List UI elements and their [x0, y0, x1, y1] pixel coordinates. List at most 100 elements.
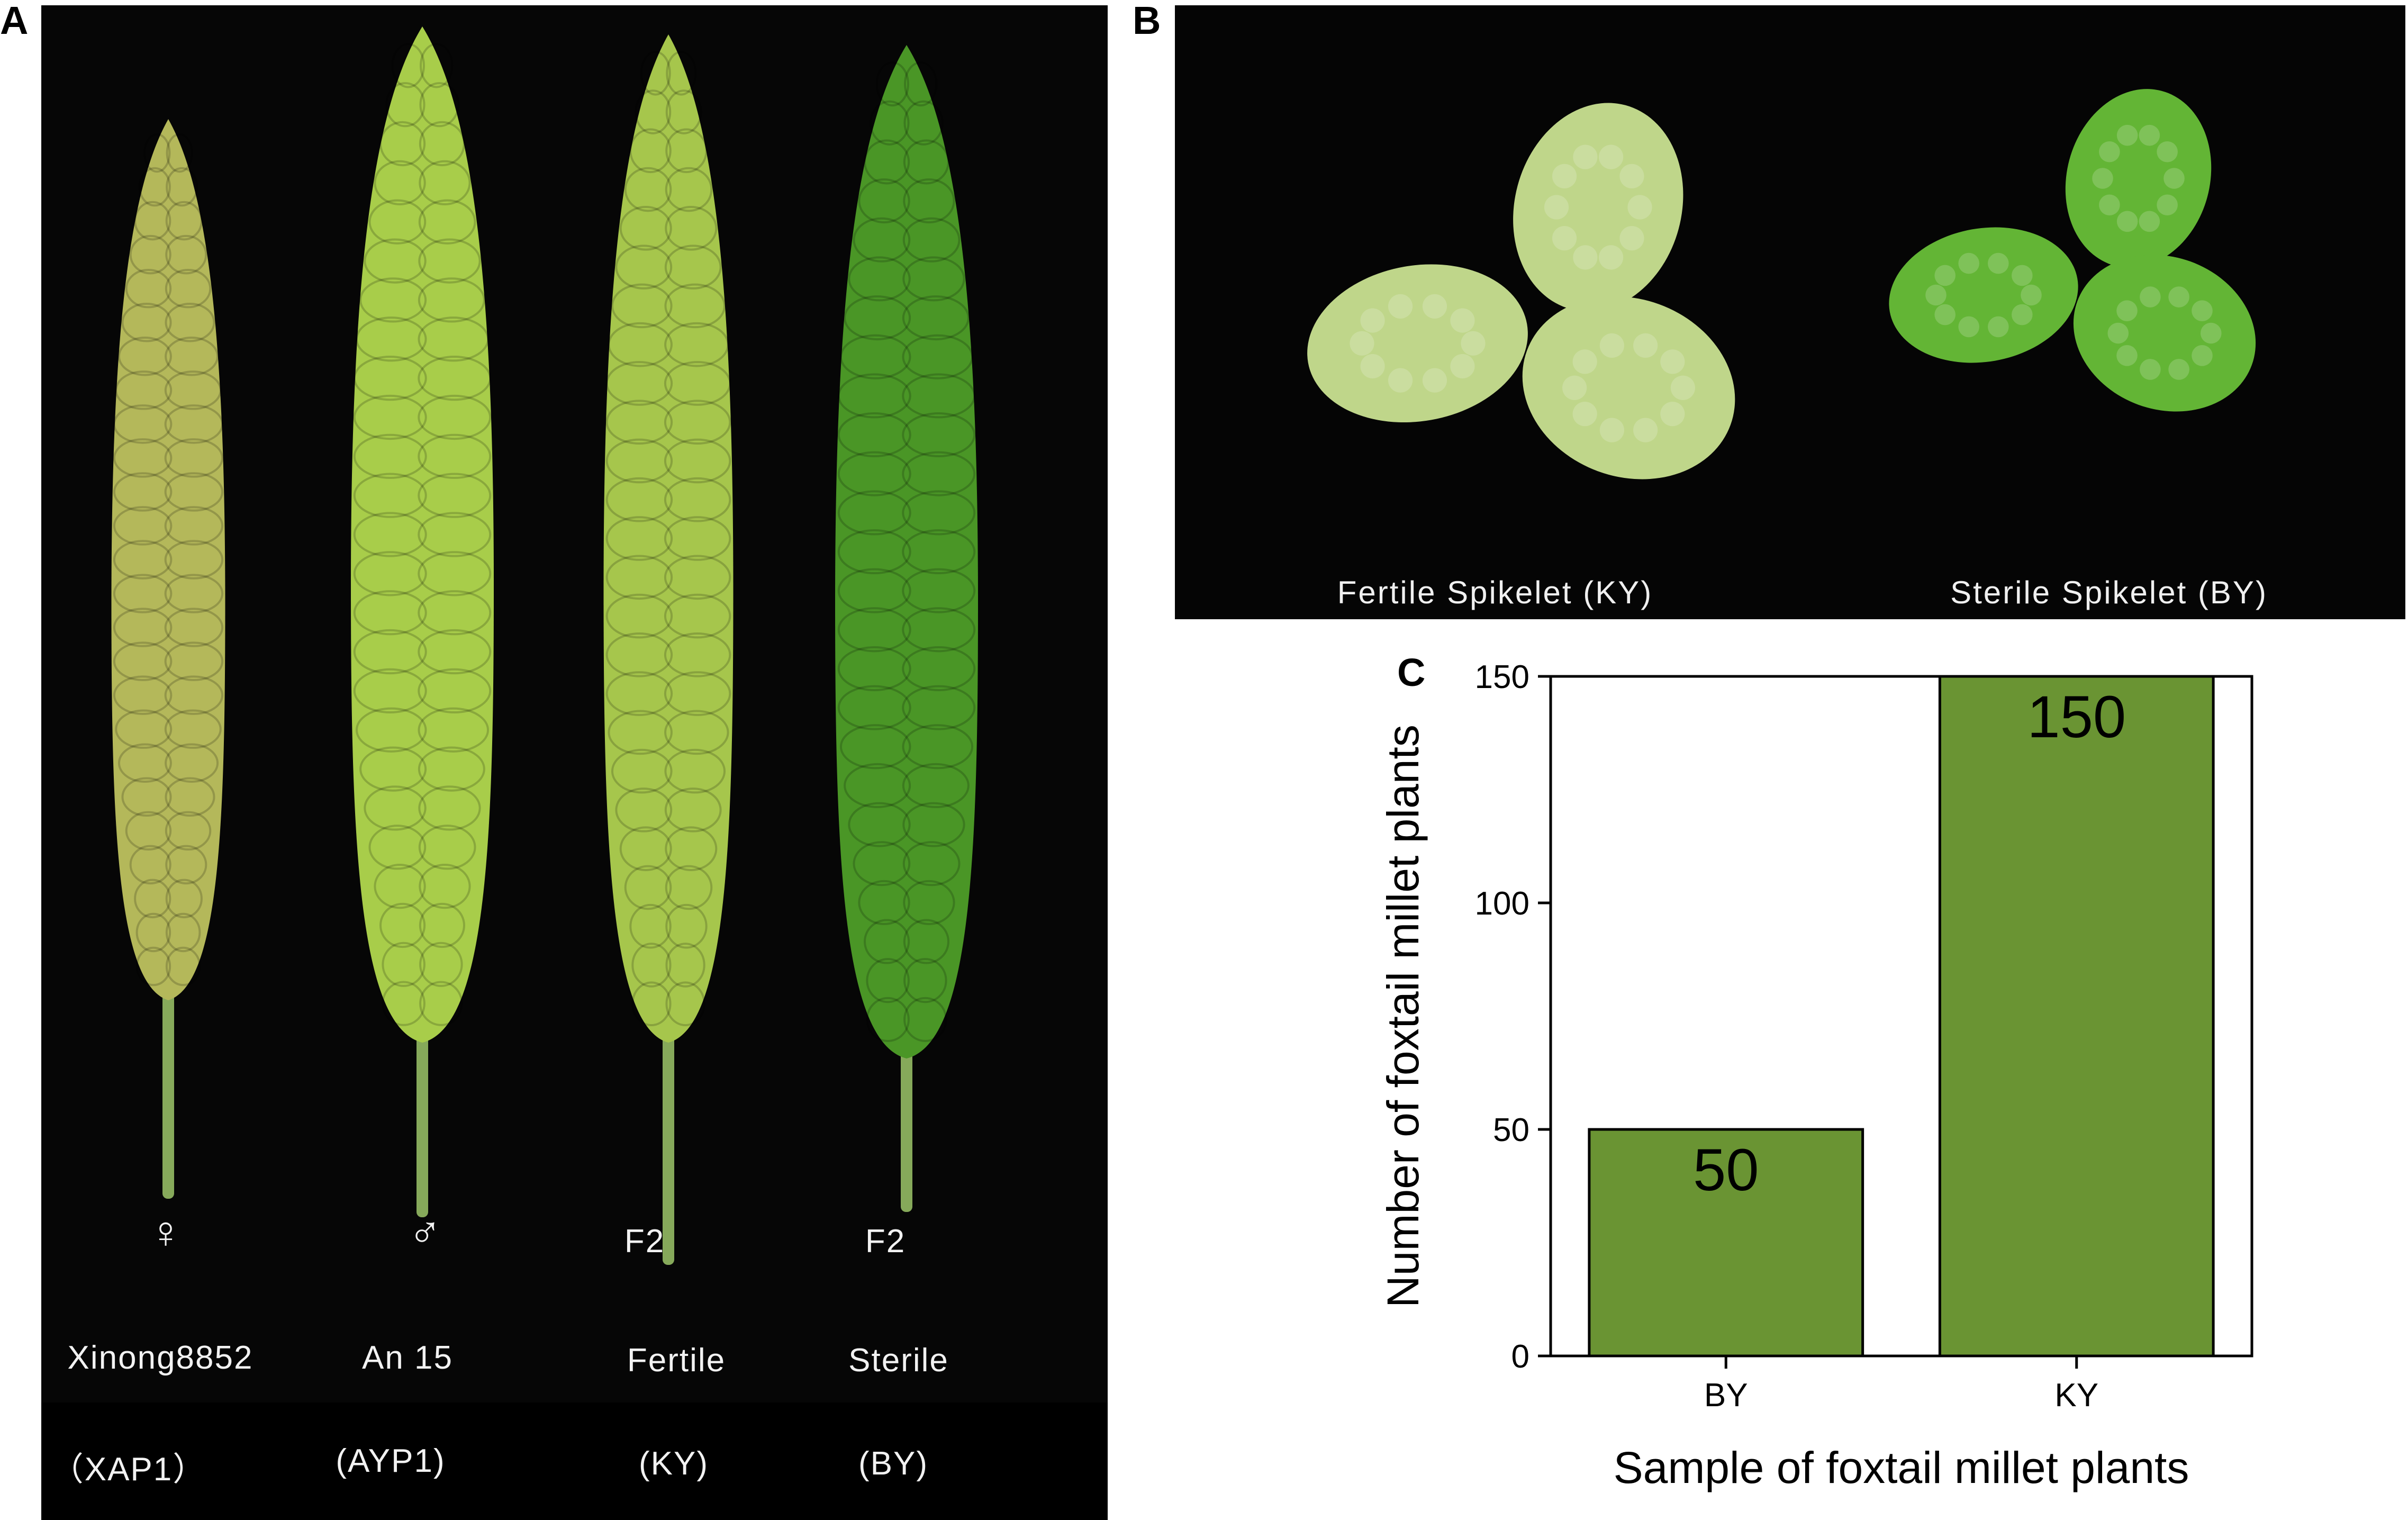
spikelet-grain	[1422, 368, 1447, 393]
panicle-lobe	[664, 322, 729, 367]
panicle-lobe	[164, 506, 224, 546]
spikelet-grain	[2116, 211, 2138, 232]
panicle-lobe	[113, 574, 173, 613]
panicle-lobe	[353, 512, 427, 557]
spikelet-grain	[2107, 322, 2129, 344]
panicle-lobe	[113, 404, 173, 444]
x-tick-label: BY	[1704, 1377, 1748, 1414]
panel-b-photo: Fertile Spikelet (KY) Sterile Spikelet (…	[1175, 5, 2405, 619]
panicle-lobe	[382, 942, 426, 987]
spikelet-lobe	[1513, 103, 1683, 312]
spikelet-grain	[1633, 418, 1658, 442]
panicle-lobe	[419, 902, 465, 948]
spikelet-grain	[2157, 141, 2178, 162]
panicle-lobe	[374, 864, 426, 909]
panicle-lobe	[135, 946, 171, 987]
panicle-lobe	[164, 438, 224, 478]
panicle-lobe	[902, 256, 965, 302]
x-tick-label: KY	[2054, 1377, 2098, 1414]
panicle-stem	[901, 1027, 912, 1212]
panicle-lobe	[870, 100, 910, 146]
panicle-lobe	[164, 540, 224, 580]
panicle-lobe	[664, 516, 731, 561]
sterile-spikelet-caption: Sterile Spikelet (BY)	[1950, 575, 2268, 610]
panicle-lobe	[353, 551, 427, 596]
panicle-lobe	[903, 178, 955, 224]
spikelet-grain	[1350, 331, 1374, 356]
panicle-lobe	[605, 516, 673, 561]
panicle-lobe	[866, 997, 910, 1042]
spikelet-grain	[1627, 195, 1652, 220]
panicle-lobe	[134, 201, 171, 241]
panicle-lobe	[353, 394, 427, 440]
spikelet-grain	[1572, 349, 1597, 374]
panicle-lobe	[848, 256, 911, 302]
panicle-body	[111, 119, 225, 1000]
panicle-lobe	[664, 283, 726, 329]
panicle-lobe	[665, 128, 708, 174]
spikelet-grain	[1562, 375, 1587, 400]
panicle-lobe	[353, 629, 427, 675]
male-symbol: ♂	[408, 1207, 442, 1257]
spikelet-grain	[2140, 286, 2161, 307]
spikelet-grain	[1388, 368, 1413, 393]
panicle-lobe	[135, 912, 171, 953]
spikelet-grain	[2012, 304, 2033, 325]
panicle-lobe	[165, 777, 215, 817]
panicle-lobe	[903, 919, 949, 964]
sterile-spikelet-cluster	[1889, 89, 2256, 412]
panicle-lobe	[665, 903, 708, 949]
panicle	[351, 26, 494, 1217]
panicle-lobe	[368, 825, 427, 870]
y-tick-label: 100	[1475, 885, 1529, 922]
panicle-lobe	[629, 903, 672, 949]
spikelet-grain	[1670, 375, 1695, 400]
panicle-lobe	[418, 277, 485, 323]
spikelet-grain	[2163, 168, 2185, 189]
panicle-lobe	[166, 167, 198, 207]
panicle-lobe	[864, 919, 910, 964]
specimen-name: Fertile	[627, 1342, 726, 1379]
panicle-lobe	[902, 412, 976, 458]
spikelet-grain	[1619, 226, 1644, 251]
specimen-code: (BY)	[858, 1445, 928, 1482]
panicle-stem	[417, 1011, 428, 1217]
panicle-lobe	[368, 199, 427, 245]
spikelet-grain	[1388, 294, 1413, 319]
panicle-lobe	[418, 512, 492, 557]
spikelet-grain	[2116, 124, 2138, 146]
panicle-lobe	[113, 438, 173, 478]
panicle-lobe	[418, 746, 485, 792]
panicle-lobe	[418, 199, 476, 245]
panicle-lobe	[605, 438, 673, 484]
panicle-body	[603, 34, 734, 1043]
spikelet-grain	[1360, 354, 1385, 379]
panicle-lobe	[624, 865, 672, 910]
panicle-lobe	[129, 234, 171, 275]
panel-letter-b: B	[1133, 0, 1161, 42]
panicle-lobe	[164, 641, 224, 681]
bar	[1938, 675, 2215, 1358]
panicle-lobe	[125, 268, 172, 309]
panicle-lobe	[134, 879, 171, 919]
spikelet-grain	[2192, 345, 2213, 366]
panicle-lobe	[629, 128, 672, 174]
y-tick-label: 150	[1475, 659, 1529, 695]
panicle-lobe	[379, 121, 426, 167]
panicle-lobe	[418, 629, 492, 675]
spikelet-grain	[1598, 245, 1624, 270]
panicle-lobe	[359, 746, 427, 792]
panicle-stem	[663, 1011, 674, 1265]
spikelet-grain	[1619, 164, 1644, 188]
spikelet-grain	[1599, 418, 1624, 442]
x-axis-label: Sample of foxtail millet plants	[1614, 1443, 2189, 1492]
panicle-lobe	[844, 763, 911, 808]
panicle-lobe	[640, 50, 671, 96]
panicle-lobe	[853, 217, 911, 263]
spikelet-grain	[2140, 359, 2161, 380]
panicle-lobe	[165, 912, 201, 953]
spikelet-grain	[1552, 164, 1577, 188]
panicle-lobe	[121, 777, 172, 817]
panicle-lobe	[418, 590, 492, 636]
generation-label: F2	[624, 1223, 665, 1260]
